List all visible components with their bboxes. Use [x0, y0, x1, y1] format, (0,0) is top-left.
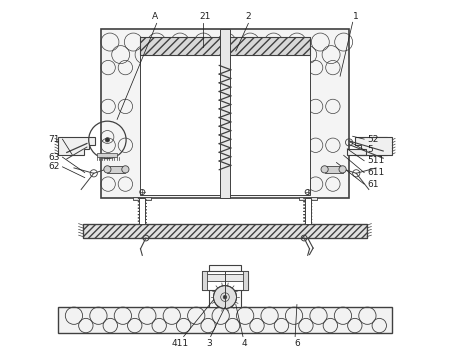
Bar: [140, 38, 310, 55]
Polygon shape: [58, 137, 95, 155]
Text: 52: 52: [367, 135, 378, 144]
Text: 71: 71: [48, 135, 59, 144]
Circle shape: [223, 295, 227, 299]
Bar: [133, 197, 151, 200]
Circle shape: [339, 166, 346, 173]
Text: 3: 3: [206, 339, 211, 348]
Circle shape: [321, 166, 328, 173]
Text: 62: 62: [48, 162, 59, 171]
Text: 611: 611: [367, 168, 384, 177]
Text: 6: 6: [294, 339, 300, 348]
Circle shape: [104, 166, 111, 173]
Bar: [202, 271, 207, 290]
Text: 63: 63: [48, 153, 59, 162]
Bar: [108, 166, 126, 173]
Bar: [209, 265, 241, 308]
Bar: [97, 153, 117, 157]
Text: 61: 61: [367, 179, 378, 188]
Text: A: A: [152, 12, 158, 21]
Polygon shape: [355, 137, 392, 155]
Bar: [101, 30, 349, 199]
Bar: [83, 225, 367, 238]
Bar: [305, 199, 310, 225]
Text: 1: 1: [353, 12, 359, 21]
Bar: [202, 271, 248, 290]
Text: 21: 21: [199, 12, 211, 21]
Circle shape: [122, 166, 129, 173]
Polygon shape: [347, 137, 387, 155]
Bar: [243, 271, 248, 290]
Text: 2: 2: [246, 12, 251, 21]
Bar: [205, 274, 245, 281]
Circle shape: [213, 286, 237, 309]
Text: 511: 511: [367, 156, 384, 165]
Bar: [140, 199, 145, 225]
Bar: [324, 166, 342, 173]
Bar: [299, 197, 317, 200]
Text: 411: 411: [171, 339, 189, 348]
Bar: [140, 55, 310, 195]
Text: 4: 4: [242, 339, 248, 348]
Text: 5: 5: [367, 145, 373, 155]
Bar: [58, 308, 392, 333]
Bar: [83, 225, 367, 238]
Bar: [220, 30, 230, 199]
Circle shape: [105, 138, 109, 142]
Bar: [140, 38, 310, 55]
